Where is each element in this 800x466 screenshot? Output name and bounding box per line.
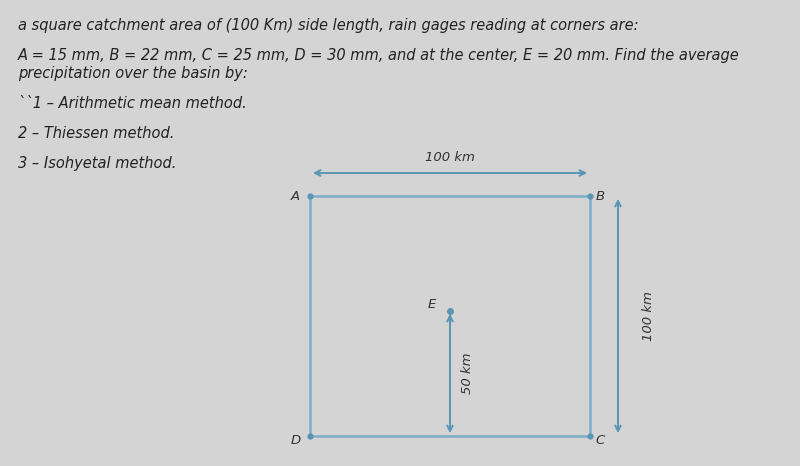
Text: 2 – Thiessen method.: 2 – Thiessen method. (18, 126, 174, 141)
Text: 100 km: 100 km (642, 291, 654, 341)
Text: D: D (291, 434, 301, 447)
Text: ``1 – Arithmetic mean method.: ``1 – Arithmetic mean method. (18, 96, 246, 111)
Text: A = 15 mm, B = 22 mm, C = 25 mm, D = 30 mm, and at the center, E = 20 mm. Find t: A = 15 mm, B = 22 mm, C = 25 mm, D = 30 … (18, 48, 740, 63)
Text: a square catchment area of (100 Km) side length, rain gages reading at corners a: a square catchment area of (100 Km) side… (18, 18, 638, 33)
Text: 3 – Isohyetal method.: 3 – Isohyetal method. (18, 156, 176, 171)
Text: E: E (428, 297, 436, 310)
Text: C: C (595, 434, 605, 447)
Text: 100 km: 100 km (425, 151, 475, 164)
Text: B: B (595, 190, 605, 203)
Text: precipitation over the basin by:: precipitation over the basin by: (18, 66, 248, 81)
Text: 50 km: 50 km (461, 352, 474, 394)
Bar (310, 196, 590, 436)
Text: A: A (290, 190, 299, 203)
